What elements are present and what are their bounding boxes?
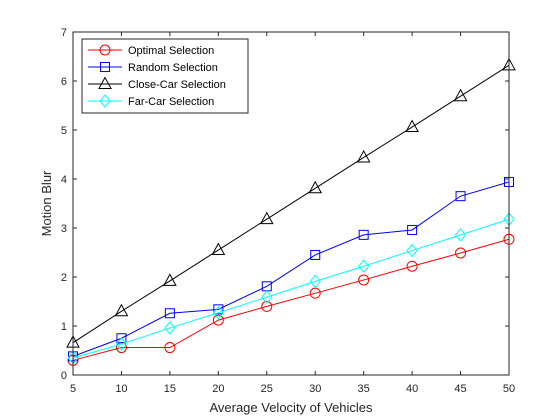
legend-marker: [99, 94, 111, 108]
x-tick-label: 25: [261, 383, 273, 395]
data-point: [212, 305, 224, 320]
y-tick-label: 1: [61, 321, 67, 333]
data-point: [164, 321, 176, 335]
data-point: [310, 249, 321, 260]
data-point: [114, 303, 129, 317]
data-point: [356, 149, 371, 163]
data-point: [212, 314, 224, 326]
legend-label: Far-Car Selection: [128, 96, 214, 108]
data-point: [164, 342, 176, 354]
x-tick-label: 40: [406, 383, 418, 395]
x-tick-labels: 5 10 15 20 25 30 35 40 45 50: [70, 383, 515, 395]
x-tick-label: 50: [503, 383, 515, 395]
data-point: [259, 211, 274, 225]
legend-marker: [98, 76, 112, 89]
legend-label: Random Selection: [128, 62, 218, 74]
data-point: [358, 274, 370, 286]
x-tick-label: 45: [454, 383, 466, 395]
data-point: [309, 274, 321, 289]
series-line: [72, 64, 510, 344]
data-point: [261, 300, 273, 312]
data-point: [116, 333, 127, 344]
legend-entry: Close-Car Selection: [88, 76, 226, 91]
y-tick-label: 2: [61, 272, 67, 284]
data-point: [358, 259, 370, 274]
series-line: [72, 238, 510, 361]
y-tick-label: 0: [61, 370, 67, 382]
legend-entry: Far-Car Selection: [88, 94, 214, 108]
data-point: [358, 229, 369, 240]
legend-marker: [100, 62, 110, 72]
axes-box: [72, 31, 510, 376]
x-tick-label: 35: [358, 383, 370, 395]
x-axis-label: Average Velocity of Vehicles: [209, 400, 373, 415]
data-point: [455, 191, 466, 202]
legend-label: Close-Car Selection: [128, 79, 226, 91]
legend-entry: Optimal Selection: [88, 44, 214, 57]
data-point: [405, 119, 419, 133]
data-point: [115, 337, 128, 351]
data-point: [308, 180, 323, 194]
data-point: [406, 243, 418, 258]
data-point: [261, 290, 273, 304]
legend-entry: Random Selection: [88, 62, 218, 74]
x-tick-label: 20: [212, 383, 224, 395]
data-point: [211, 242, 226, 256]
x-tick-label: 30: [309, 383, 321, 395]
data-point: [455, 247, 467, 259]
y-axis-label: Motion Blur: [39, 170, 54, 236]
y-tick-label: 7: [61, 27, 67, 39]
data-point: [163, 273, 177, 286]
x-tick-label: 15: [164, 383, 176, 395]
series-2: [66, 57, 516, 348]
x-tick-label: 5: [70, 383, 76, 395]
legend-marker: [99, 44, 111, 56]
data-point: [213, 304, 224, 315]
data-point: [454, 228, 467, 242]
y-tick-labels: 0 1 2 3 4 5 6 7: [61, 27, 67, 382]
x-tick-label: 10: [115, 383, 127, 395]
series-line: [72, 181, 510, 357]
y-tick-label: 6: [61, 76, 67, 88]
y-tick-label: 5: [61, 125, 67, 137]
legend: Optimal Selection Random Selection Close-C…: [81, 38, 249, 114]
data-point: [407, 224, 418, 235]
legend-label: Optimal Selection: [128, 45, 214, 57]
data-point: [453, 88, 468, 102]
data-point: [164, 308, 175, 319]
y-tick-label: 3: [61, 223, 67, 235]
series-layer: [66, 57, 516, 366]
y-tick-label: 4: [61, 174, 67, 186]
data-point: [406, 260, 418, 272]
series-line: [72, 218, 510, 359]
